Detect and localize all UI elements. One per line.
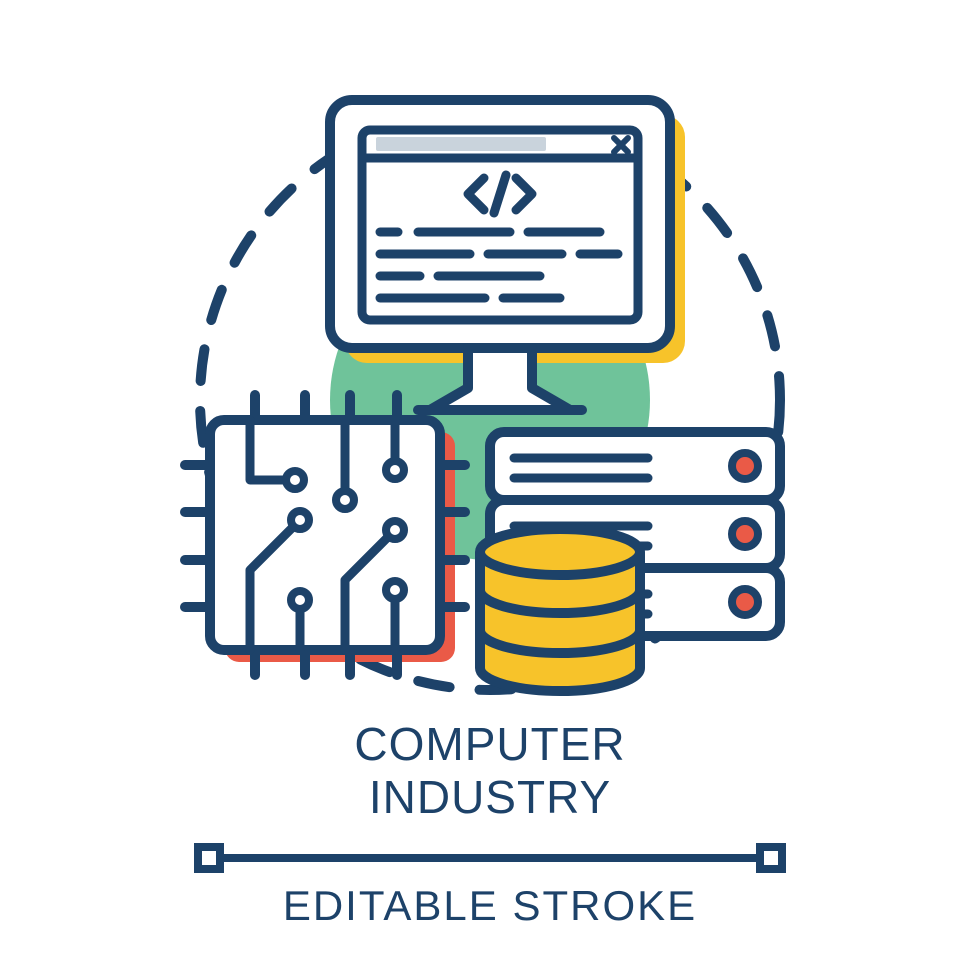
database-icon xyxy=(480,529,640,691)
title-line1: COMPUTER xyxy=(354,718,625,770)
cpu-chip-icon xyxy=(185,395,465,675)
title-line2: INDUSTRY xyxy=(369,771,611,823)
footer-label: EDITABLE STROKE xyxy=(0,882,980,930)
divider xyxy=(198,847,782,869)
title-text: COMPUTER INDUSTRY xyxy=(0,718,980,824)
illustration xyxy=(0,0,980,980)
infographic-canvas: COMPUTER INDUSTRY EDITABLE STROKE xyxy=(0,0,980,980)
